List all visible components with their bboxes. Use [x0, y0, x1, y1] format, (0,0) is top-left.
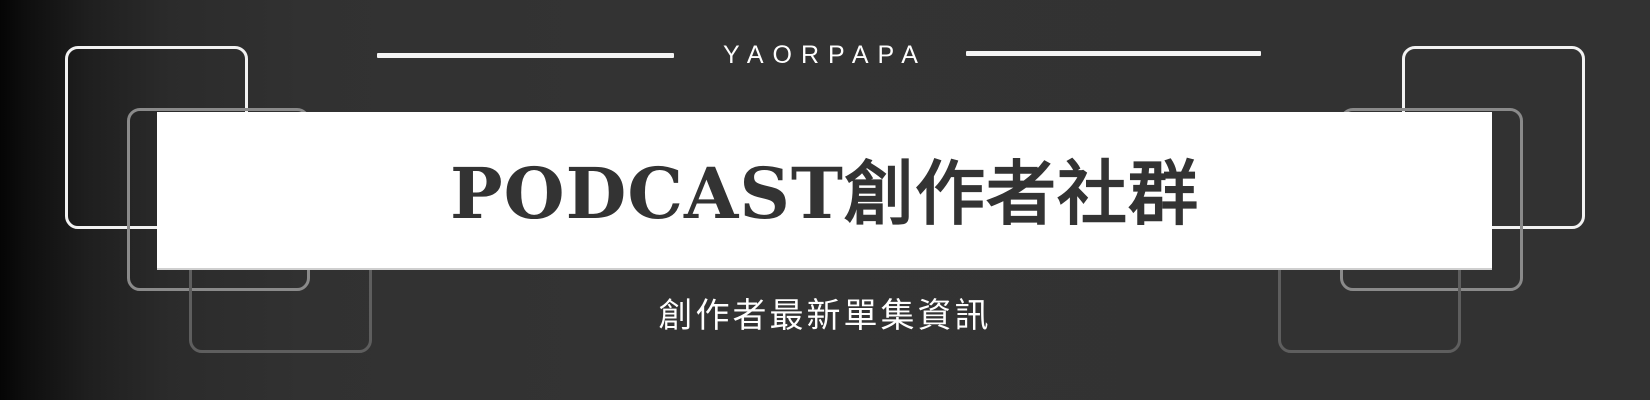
brand-line-right — [966, 51, 1261, 56]
brand-line-left — [377, 53, 674, 58]
page-title: PODCAST創作者社群 — [450, 152, 1199, 235]
title-box: PODCAST創作者社群 — [157, 112, 1492, 270]
subtitle: 創作者最新單集資訊 — [658, 296, 992, 336]
brand-name: YAORPAPA — [723, 41, 927, 69]
